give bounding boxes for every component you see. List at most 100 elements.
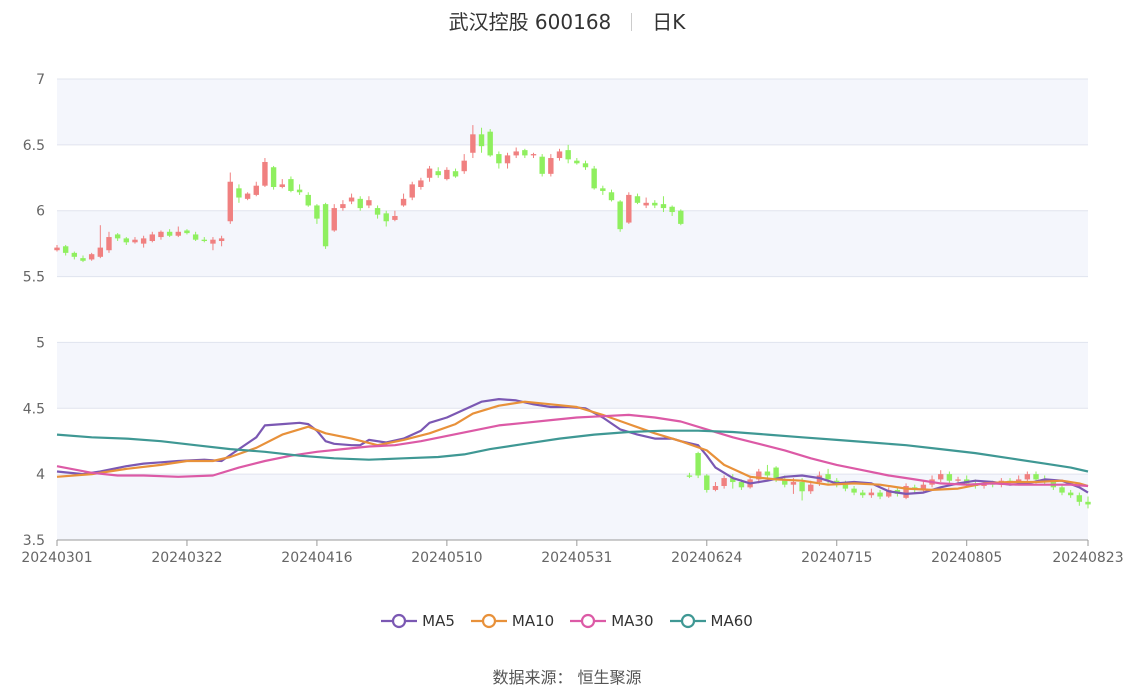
y-tick-label: 5 bbox=[36, 335, 45, 351]
candle bbox=[296, 184, 303, 195]
y-tick-label: 3.5 bbox=[23, 533, 45, 549]
legend-item-ma5[interactable]: MA5 bbox=[381, 612, 455, 630]
candle-body bbox=[288, 179, 294, 191]
candle bbox=[192, 231, 199, 242]
candle bbox=[582, 160, 589, 170]
candle-body bbox=[452, 171, 459, 177]
legend: MA5 MA10 MA30 MA60 bbox=[0, 612, 1134, 633]
candle bbox=[218, 235, 225, 247]
line-ma60 bbox=[56, 429, 1089, 473]
candle-body bbox=[166, 231, 173, 236]
candle bbox=[513, 147, 519, 159]
candle bbox=[574, 158, 580, 165]
legend-item-ma60[interactable]: MA60 bbox=[669, 612, 753, 630]
candle-body bbox=[1015, 479, 1022, 483]
candle bbox=[478, 127, 485, 153]
candle-body bbox=[565, 150, 571, 160]
candle-body bbox=[877, 492, 883, 497]
candle bbox=[366, 196, 372, 209]
candle-body bbox=[218, 238, 225, 242]
candle bbox=[634, 193, 641, 205]
candle bbox=[132, 237, 138, 244]
candle-body bbox=[123, 238, 130, 243]
legend-item-ma10[interactable]: MA10 bbox=[470, 612, 554, 630]
candle-body bbox=[1059, 487, 1065, 493]
candle bbox=[54, 244, 60, 252]
candle-body bbox=[374, 208, 381, 215]
candle bbox=[400, 193, 407, 207]
candle-body bbox=[1033, 474, 1039, 480]
candle bbox=[851, 485, 857, 496]
candle bbox=[799, 478, 805, 501]
candle bbox=[88, 252, 95, 261]
candle-body bbox=[513, 151, 519, 156]
candle-body bbox=[886, 489, 892, 497]
background-bands bbox=[57, 79, 1088, 540]
candle bbox=[504, 152, 511, 169]
candle bbox=[409, 181, 415, 201]
candle-body bbox=[54, 247, 60, 251]
candle-body bbox=[764, 471, 771, 476]
candle-body bbox=[868, 492, 875, 496]
candle-body bbox=[1076, 495, 1083, 502]
line-ma10 bbox=[56, 400, 1089, 491]
title-text: 武汉控股 600168 bbox=[448, 10, 612, 34]
candle-body bbox=[106, 237, 112, 251]
candle bbox=[123, 237, 130, 245]
candle bbox=[1085, 496, 1091, 509]
title-separator bbox=[631, 13, 633, 31]
moving-average-lines bbox=[56, 398, 1089, 495]
legend-item-ma30[interactable]: MA30 bbox=[570, 612, 654, 630]
x-tick-label: 20240531 bbox=[541, 550, 612, 566]
x-tick-label: 20240322 bbox=[151, 550, 222, 566]
candle bbox=[643, 197, 649, 209]
candle bbox=[487, 129, 493, 157]
candle bbox=[868, 488, 875, 498]
candle bbox=[600, 185, 606, 195]
source-label: 数据来源： bbox=[492, 668, 573, 687]
candle-body bbox=[409, 184, 415, 198]
candle bbox=[461, 154, 467, 174]
candle bbox=[669, 205, 675, 216]
candle-body bbox=[149, 234, 156, 242]
candle-body bbox=[132, 239, 138, 243]
line-ma30 bbox=[56, 413, 1089, 488]
x-tick-label: 20240624 bbox=[671, 550, 742, 566]
candle bbox=[938, 470, 944, 483]
candle bbox=[383, 210, 389, 227]
candle-body bbox=[548, 158, 554, 174]
candle bbox=[539, 154, 545, 177]
candle-body bbox=[582, 163, 589, 168]
candle bbox=[444, 167, 450, 181]
candle-body bbox=[314, 205, 320, 219]
candle bbox=[97, 225, 104, 259]
x-axis-ticks: 20240301 20240322 20240416 20240510 20240531… bbox=[21, 540, 1124, 566]
candle-body bbox=[88, 254, 95, 260]
candle-body bbox=[773, 467, 779, 480]
candle bbox=[114, 233, 121, 242]
candle bbox=[210, 237, 216, 251]
x-tick-label: 20240823 bbox=[1052, 550, 1123, 566]
y-tick-label: 6 bbox=[36, 204, 45, 220]
candle-body bbox=[842, 484, 849, 489]
candle-body bbox=[608, 192, 615, 201]
x-tick-label: 20240510 bbox=[411, 550, 482, 566]
candle-body bbox=[244, 193, 251, 199]
candle bbox=[626, 192, 632, 224]
candle-body bbox=[444, 169, 450, 180]
candle-body bbox=[478, 134, 485, 147]
candle-body bbox=[712, 485, 719, 490]
candle-body bbox=[851, 488, 857, 493]
candle-body bbox=[1085, 501, 1091, 505]
candle-body bbox=[270, 167, 277, 188]
candle-body bbox=[669, 206, 675, 213]
candle-body bbox=[470, 134, 476, 153]
candle bbox=[62, 244, 69, 256]
candle-body bbox=[114, 234, 121, 239]
candle bbox=[678, 209, 684, 226]
y-tick-label: 6.5 bbox=[23, 138, 45, 154]
candle bbox=[166, 229, 173, 238]
candle bbox=[149, 231, 156, 243]
x-tick-label: 20240805 bbox=[931, 550, 1002, 566]
